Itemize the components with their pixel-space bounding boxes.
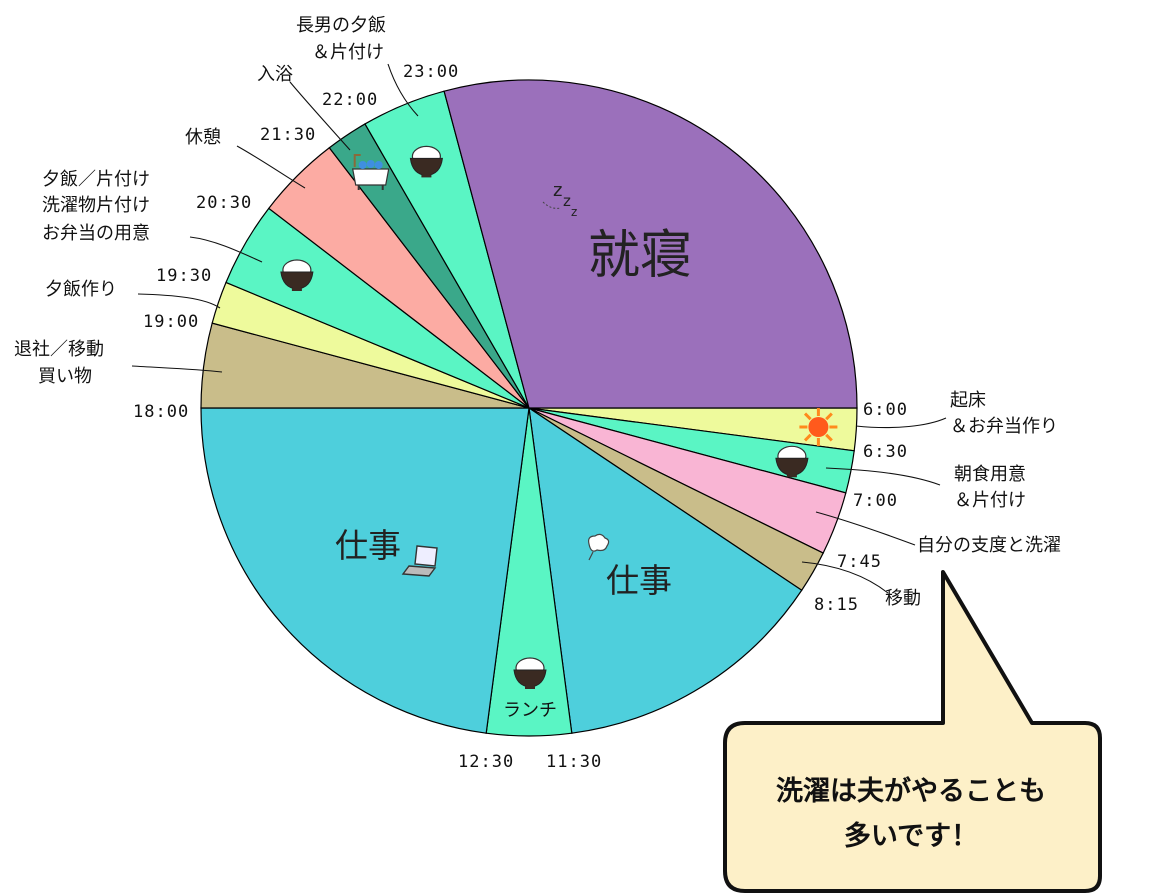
tick-label-2030: 20:30 <box>196 193 252 213</box>
svg-text:z: z <box>553 180 562 201</box>
work-slice-label-left: 仕事 <box>335 526 401 565</box>
label-bath: 入浴 <box>257 64 293 85</box>
label-commute: 移動 <box>885 588 921 609</box>
tick-label-815: 8:15 <box>814 595 859 615</box>
label-dinner-3: お弁当の用意 <box>42 223 150 244</box>
cough-icon <box>588 533 610 561</box>
leader-commute <box>801 561 889 594</box>
tick-label-2130: 21:30 <box>260 125 316 145</box>
callout-line-2: 多いです！ <box>844 821 978 852</box>
svg-text:z: z <box>563 192 571 210</box>
leader-lines <box>131 63 947 594</box>
tick-label-1900: 19:00 <box>143 312 199 332</box>
label-leave-2: 買い物 <box>38 366 92 387</box>
tick-label-700: 7:00 <box>853 491 898 511</box>
label-wake-2: ＆お弁当作り <box>950 416 1058 437</box>
laptop-icon <box>401 545 438 577</box>
label-breakfast-2: ＆片付け <box>954 490 1026 511</box>
sun-icon <box>799 408 838 446</box>
slice-icons: z zz <box>280 145 838 689</box>
leader-son <box>387 63 419 117</box>
callout-line-1: 洗濯は夫がやることも <box>776 775 1046 807</box>
leader-cook <box>137 293 221 309</box>
callout-bubble: 洗濯は夫がやることも 多いです！ <box>723 570 1102 893</box>
leader-prep <box>815 511 916 546</box>
leader-breakfast <box>825 467 941 486</box>
bathtub-icon <box>351 154 390 190</box>
rice-bowl-icon <box>775 445 809 478</box>
label-dinner-1: 夕飯／片付け <box>42 169 150 190</box>
label-son-2: ＆片付け <box>312 42 384 63</box>
leader-dinner <box>189 236 263 263</box>
lunch-slice-label: ランチ <box>503 700 557 721</box>
sleep-slice-label: 就寝 <box>588 226 692 286</box>
label-prep: 自分の支度と洗濯 <box>917 535 1061 556</box>
tick-label-1930: 19:30 <box>156 266 212 286</box>
tick-label-1130: 11:30 <box>546 752 602 772</box>
label-leave-1: 退社／移動 <box>14 339 104 360</box>
label-cook: 夕飯作り <box>45 279 117 300</box>
svg-text:z: z <box>571 205 577 219</box>
tick-label-1230: 12:30 <box>458 752 514 772</box>
tick-label-745: 7:45 <box>837 552 882 572</box>
rice-bowl-icon <box>409 145 443 178</box>
leader-bath <box>289 81 351 151</box>
label-dinner-2: 洗濯物片付け <box>42 195 150 216</box>
rice-bowl-icon <box>513 657 547 689</box>
zzz-icon: z zz <box>542 180 577 219</box>
label-son-1: 長男の夕飯 <box>296 15 386 36</box>
work-slice-label-right: 仕事 <box>606 561 672 600</box>
tick-label-630: 6:30 <box>863 442 908 462</box>
time-tick-labels: 6:00 6:30 7:00 7:45 8:15 11:30 12:30 18:… <box>133 62 908 772</box>
label-breakfast-1: 朝食用意 <box>954 464 1026 485</box>
activity-labels: 起床 ＆お弁当作り 朝食用意 ＆片付け 自分の支度と洗濯 移動 退社／移動 買い… <box>14 15 1061 609</box>
tick-label-600: 6:00 <box>863 400 908 420</box>
pie-slice-6 <box>200 407 530 734</box>
rice-bowl-icon <box>280 259 314 291</box>
pie-slice-4 <box>528 406 803 734</box>
label-wake-1: 起床 <box>950 390 986 411</box>
pie-slice-13 <box>443 79 858 409</box>
tick-label-2300: 23:00 <box>403 62 459 82</box>
label-rest: 休憩 <box>185 127 221 148</box>
tick-label-1800: 18:00 <box>133 402 189 422</box>
pie-slices <box>200 79 858 737</box>
callout-shape <box>723 570 1102 893</box>
leader-rest <box>236 145 306 189</box>
leader-leave <box>131 365 223 373</box>
tick-label-2200: 22:00 <box>322 90 378 110</box>
leader-wake <box>855 417 947 429</box>
